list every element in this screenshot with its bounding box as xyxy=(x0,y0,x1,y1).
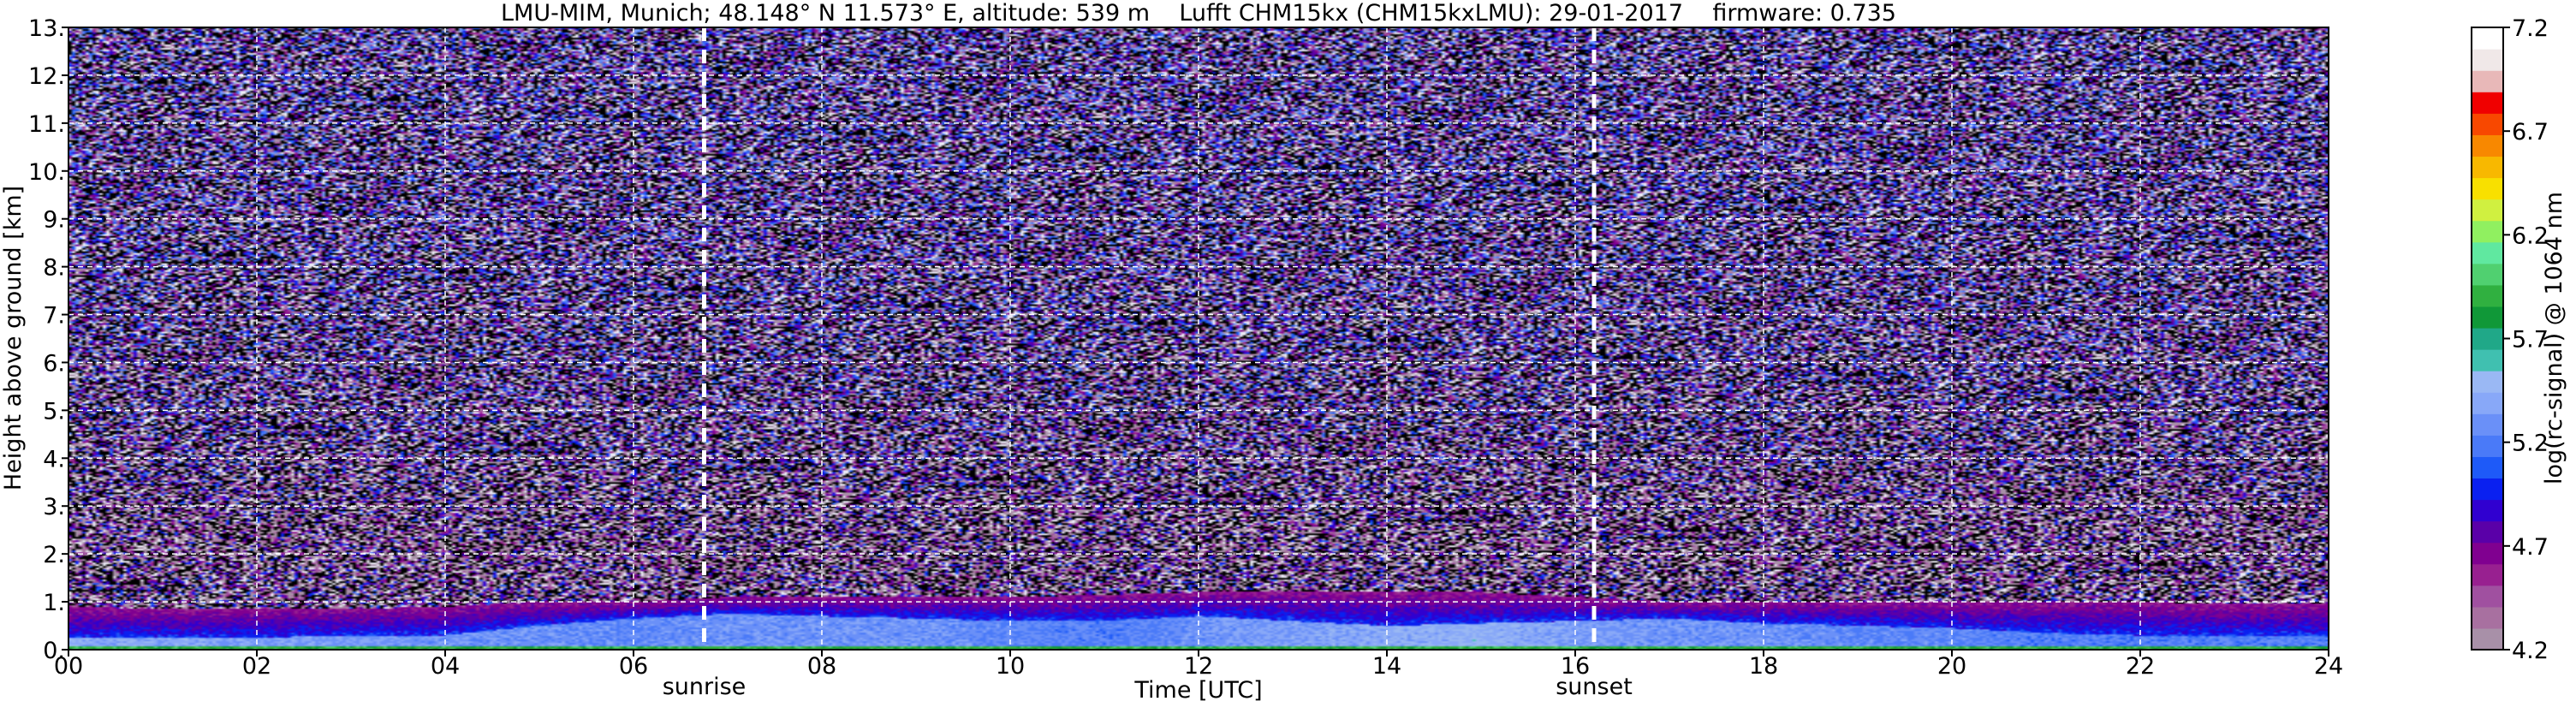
colorbar-swatch xyxy=(2472,327,2503,350)
x-tick-label: 10 xyxy=(996,653,1025,680)
colorbar-tick-label: 4.2 xyxy=(2512,638,2549,664)
y-tick-label: 4. xyxy=(43,446,65,472)
y-tick-label: 3. xyxy=(43,494,65,520)
colorbar-swatch xyxy=(2472,435,2503,457)
colorbar-tick-label: 6.2 xyxy=(2512,223,2549,249)
colorbar-swatch xyxy=(2472,177,2503,200)
x-tick-label: 20 xyxy=(1937,653,1966,680)
colorbar-swatch xyxy=(2472,456,2503,479)
y-tick-label: 13. xyxy=(28,15,65,42)
y-tick-label: 12. xyxy=(28,63,65,90)
colorbar-swatch xyxy=(2472,199,2503,222)
colorbar-swatch xyxy=(2472,520,2503,544)
x-tick-label: 00 xyxy=(54,653,83,680)
colorbar-ticks: 4.2 4.7 5.2 5.7 6.2 6.7 7.2 xyxy=(2503,15,2549,664)
chart-title: LMU-MIM, Munich; 48.148° N 11.573° E, al… xyxy=(501,0,1896,27)
colorbar-swatch xyxy=(2472,563,2503,586)
x-tick-label: 08 xyxy=(807,653,836,680)
y-axis-label: Height above ground [km] xyxy=(0,186,27,490)
colorbar-tick-label: 7.2 xyxy=(2512,15,2549,42)
plot-area xyxy=(68,27,2329,651)
colorbar: 4.2 4.7 5.2 5.7 6.2 6.7 7.2 log(rc-signal) @ 1… xyxy=(2471,15,2567,664)
colorbar-swatch xyxy=(2472,70,2503,92)
colorbar-swatch xyxy=(2472,306,2503,329)
x-tick-label: 16 xyxy=(1561,653,1590,680)
y-tick-label: 8. xyxy=(43,255,65,282)
colorbar-swatch xyxy=(2472,156,2503,179)
colorbar-swatch xyxy=(2472,392,2503,414)
y-tick-label: 9. xyxy=(43,207,65,234)
x-tick-label: 18 xyxy=(1749,653,1778,680)
colorbar-swatch xyxy=(2472,27,2503,50)
x-tick-label: 22 xyxy=(2126,653,2155,680)
colorbar-tick-label: 4.7 xyxy=(2512,534,2549,561)
y-tick-label: 1. xyxy=(43,590,65,616)
annotation-lines xyxy=(702,27,1597,650)
x-tick-label: 12 xyxy=(1184,653,1213,680)
colorbar-swatch xyxy=(2472,349,2503,371)
y-tick-label: 2. xyxy=(43,542,65,568)
colorbar-swatch xyxy=(2472,113,2503,135)
y-tick-label: 6. xyxy=(43,350,65,377)
colorbar-swatch xyxy=(2472,413,2503,436)
y-tick-label: 7. xyxy=(43,303,65,330)
colorbar-swatch xyxy=(2472,49,2503,71)
colorbar-label: log(rc-signal) @ 1064 nm xyxy=(2541,192,2567,484)
colorbar-tick-label: 5.2 xyxy=(2512,431,2549,457)
sunrise-label: sunrise xyxy=(663,674,747,700)
colorbar-swatch xyxy=(2472,284,2503,307)
colorbar-tick-label: 6.7 xyxy=(2512,119,2549,146)
colorbar-swatch xyxy=(2472,478,2503,501)
colorbar-swatch xyxy=(2472,606,2503,629)
colorbar-swatch xyxy=(2472,627,2503,651)
grid-lines xyxy=(68,27,2329,650)
y-tick-label: 0. xyxy=(43,638,65,664)
colorbar-swatch xyxy=(2472,263,2503,286)
x-tick-label: 24 xyxy=(2314,653,2343,680)
colorbar-swatch xyxy=(2472,92,2503,114)
colorbar-swatch xyxy=(2472,585,2503,608)
colorbar-swatch xyxy=(2472,499,2503,522)
x-axis: 00 02 04 06 08 10 12 14 16 18 20 22 24 xyxy=(54,650,2343,680)
y-tick-label: 11. xyxy=(28,111,65,138)
sunset-label: sunset xyxy=(1556,674,1633,700)
x-tick-label: 14 xyxy=(1372,653,1401,680)
colorbar-tick-label: 5.7 xyxy=(2512,327,2549,354)
y-axis: 0. 1. 2. 3. 4. 5. 6. 7. 8. 9. 10. 11. 12. 13. xyxy=(28,15,68,664)
y-tick-label: 10. xyxy=(28,159,65,186)
colorbar-swatch xyxy=(2472,134,2503,157)
colorbar-swatch xyxy=(2472,542,2503,565)
colorbar-swatch xyxy=(2472,220,2503,243)
x-tick-label: 04 xyxy=(431,653,460,680)
colorbar-swatches xyxy=(2472,27,2503,651)
x-tick-label: 02 xyxy=(242,653,271,680)
x-tick-label: 06 xyxy=(619,653,648,680)
colorbar-swatch xyxy=(2472,241,2503,264)
x-axis-label: Time [UTC] xyxy=(1133,677,1262,704)
y-tick-label: 5. xyxy=(43,398,65,425)
colorbar-swatch xyxy=(2472,371,2503,393)
